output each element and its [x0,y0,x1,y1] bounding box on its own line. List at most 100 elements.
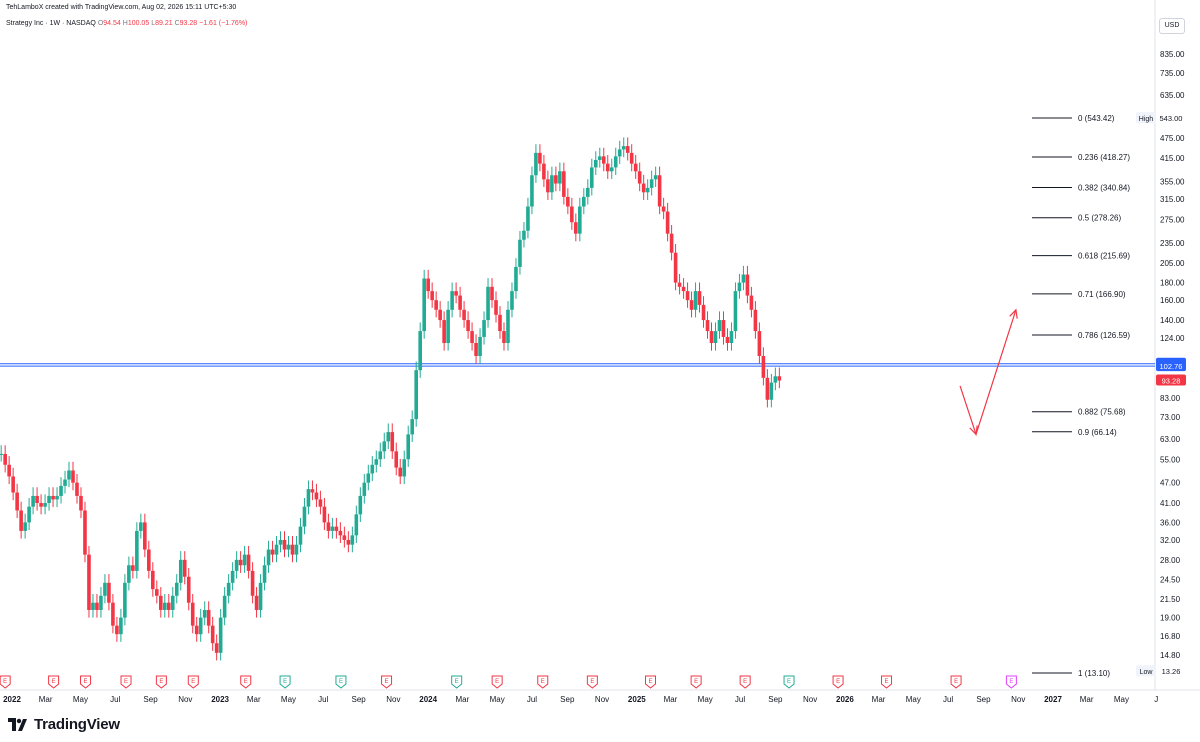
candle-body [214,643,219,653]
earnings-marker-icon[interactable] [187,675,199,689]
candle-body [346,539,351,545]
candle-body [625,146,630,153]
earnings-marker-icon[interactable] [155,675,167,689]
candle-body [27,506,31,523]
x-axis-label: 2023 [211,695,229,704]
symbol-name[interactable]: Strategy Inc · 1W · NASDAQ [6,20,96,27]
earnings-marker-label: E [590,679,594,685]
candle-body [554,175,558,184]
candle-body [342,535,347,540]
earnings-marker-icon[interactable] [120,675,132,689]
candle-body [182,559,187,577]
y-axis-label: 73.00 [1160,413,1181,422]
candle-body [665,211,670,234]
candle-body [39,503,43,507]
candle-body [174,582,179,596]
earnings-marker-label: E [3,679,7,685]
earnings-marker-icon[interactable] [0,675,11,689]
candle-body [294,544,299,555]
candle-body [386,432,391,442]
candle-body [43,503,47,507]
candle-body [270,549,275,555]
candle-body [406,434,411,460]
candle-body [158,595,163,610]
earnings-marker-icon[interactable] [1005,675,1017,689]
candle-body [194,625,199,635]
candle-body [19,510,23,531]
candle-body [550,175,554,193]
earnings-marker-icon[interactable] [739,675,751,689]
earnings-marker-icon[interactable] [832,675,844,689]
price-tag-value: 102.76 [1160,362,1183,371]
candle-body [446,309,450,344]
earnings-marker-icon[interactable] [240,675,252,689]
candle-body [314,492,319,500]
candle-body [566,196,570,207]
earnings-marker-label: E [836,679,840,685]
candle-body [490,286,494,301]
candle-body [486,286,490,321]
candle-body [462,309,466,321]
candle-body [31,495,35,507]
candle-body [83,510,87,555]
candle-body [87,554,91,610]
earnings-marker-icon[interactable] [48,675,60,689]
y-axis-label: 735.00 [1160,69,1185,78]
candle-body [71,470,75,483]
candle-body [206,609,211,626]
candle-body [601,156,606,164]
x-axis-label: Nov [1011,695,1025,704]
y-axis-label: 83.00 [1160,394,1181,403]
earnings-marker-label: E [339,679,343,685]
price-tag-bg [1156,374,1186,386]
candle-body [414,370,418,420]
earnings-marker-label: E [52,679,56,685]
x-axis-label: 2026 [836,695,854,704]
earnings-marker-icon[interactable] [537,675,549,689]
earnings-marker-icon[interactable] [690,675,702,689]
earnings-marker-icon[interactable] [491,675,503,689]
projection-path[interactable] [959,309,1017,437]
candle-body [737,282,742,292]
x-axis-label: Jul [318,695,328,704]
candle-body [262,565,267,583]
price-tag-label-bg [1136,665,1156,677]
earnings-marker-label: E [694,679,698,685]
candle-body [226,582,231,596]
candle-body [370,464,375,474]
earnings-marker-icon[interactable] [451,675,463,689]
candle-body [282,539,287,550]
earnings-marker-icon[interactable] [783,675,795,689]
earnings-marker-icon[interactable] [80,675,92,689]
candle-body [278,539,283,545]
candle-body [438,309,442,321]
arrowhead-up-icon [1009,308,1018,319]
earnings-marker-icon[interactable] [645,675,657,689]
earnings-marker-icon[interactable] [950,675,962,689]
y-axis-label: 635.00 [1160,91,1185,100]
fib-level-label: 1 (13.10) [1078,669,1110,678]
candle-body [538,152,542,164]
earnings-marker-icon[interactable] [381,675,393,689]
earnings-marker-icon[interactable] [586,675,598,689]
candle-body [709,331,714,344]
candle-body [75,482,79,496]
candle-body [350,535,355,545]
candle-body [442,320,446,344]
candle-body [542,163,546,180]
candle-body [79,495,83,511]
open-value: 94.54 [103,20,121,27]
candle-body [685,291,690,301]
earnings-marker-icon[interactable] [335,675,347,689]
candle-body [55,495,59,500]
fib-level-label: 0.382 (340.84) [1078,183,1130,192]
candle-body [186,576,191,603]
candle-body [761,355,766,378]
symbol-legend[interactable]: Strategy Inc · 1W · NASDAQ O94.54 H100.0… [6,20,247,27]
earnings-marker-icon[interactable] [881,675,893,689]
candle-body [274,544,279,555]
x-axis-label: Jul [943,695,953,704]
currency-button[interactable]: USD [1159,18,1185,34]
earnings-marker-icon[interactable] [279,675,291,689]
